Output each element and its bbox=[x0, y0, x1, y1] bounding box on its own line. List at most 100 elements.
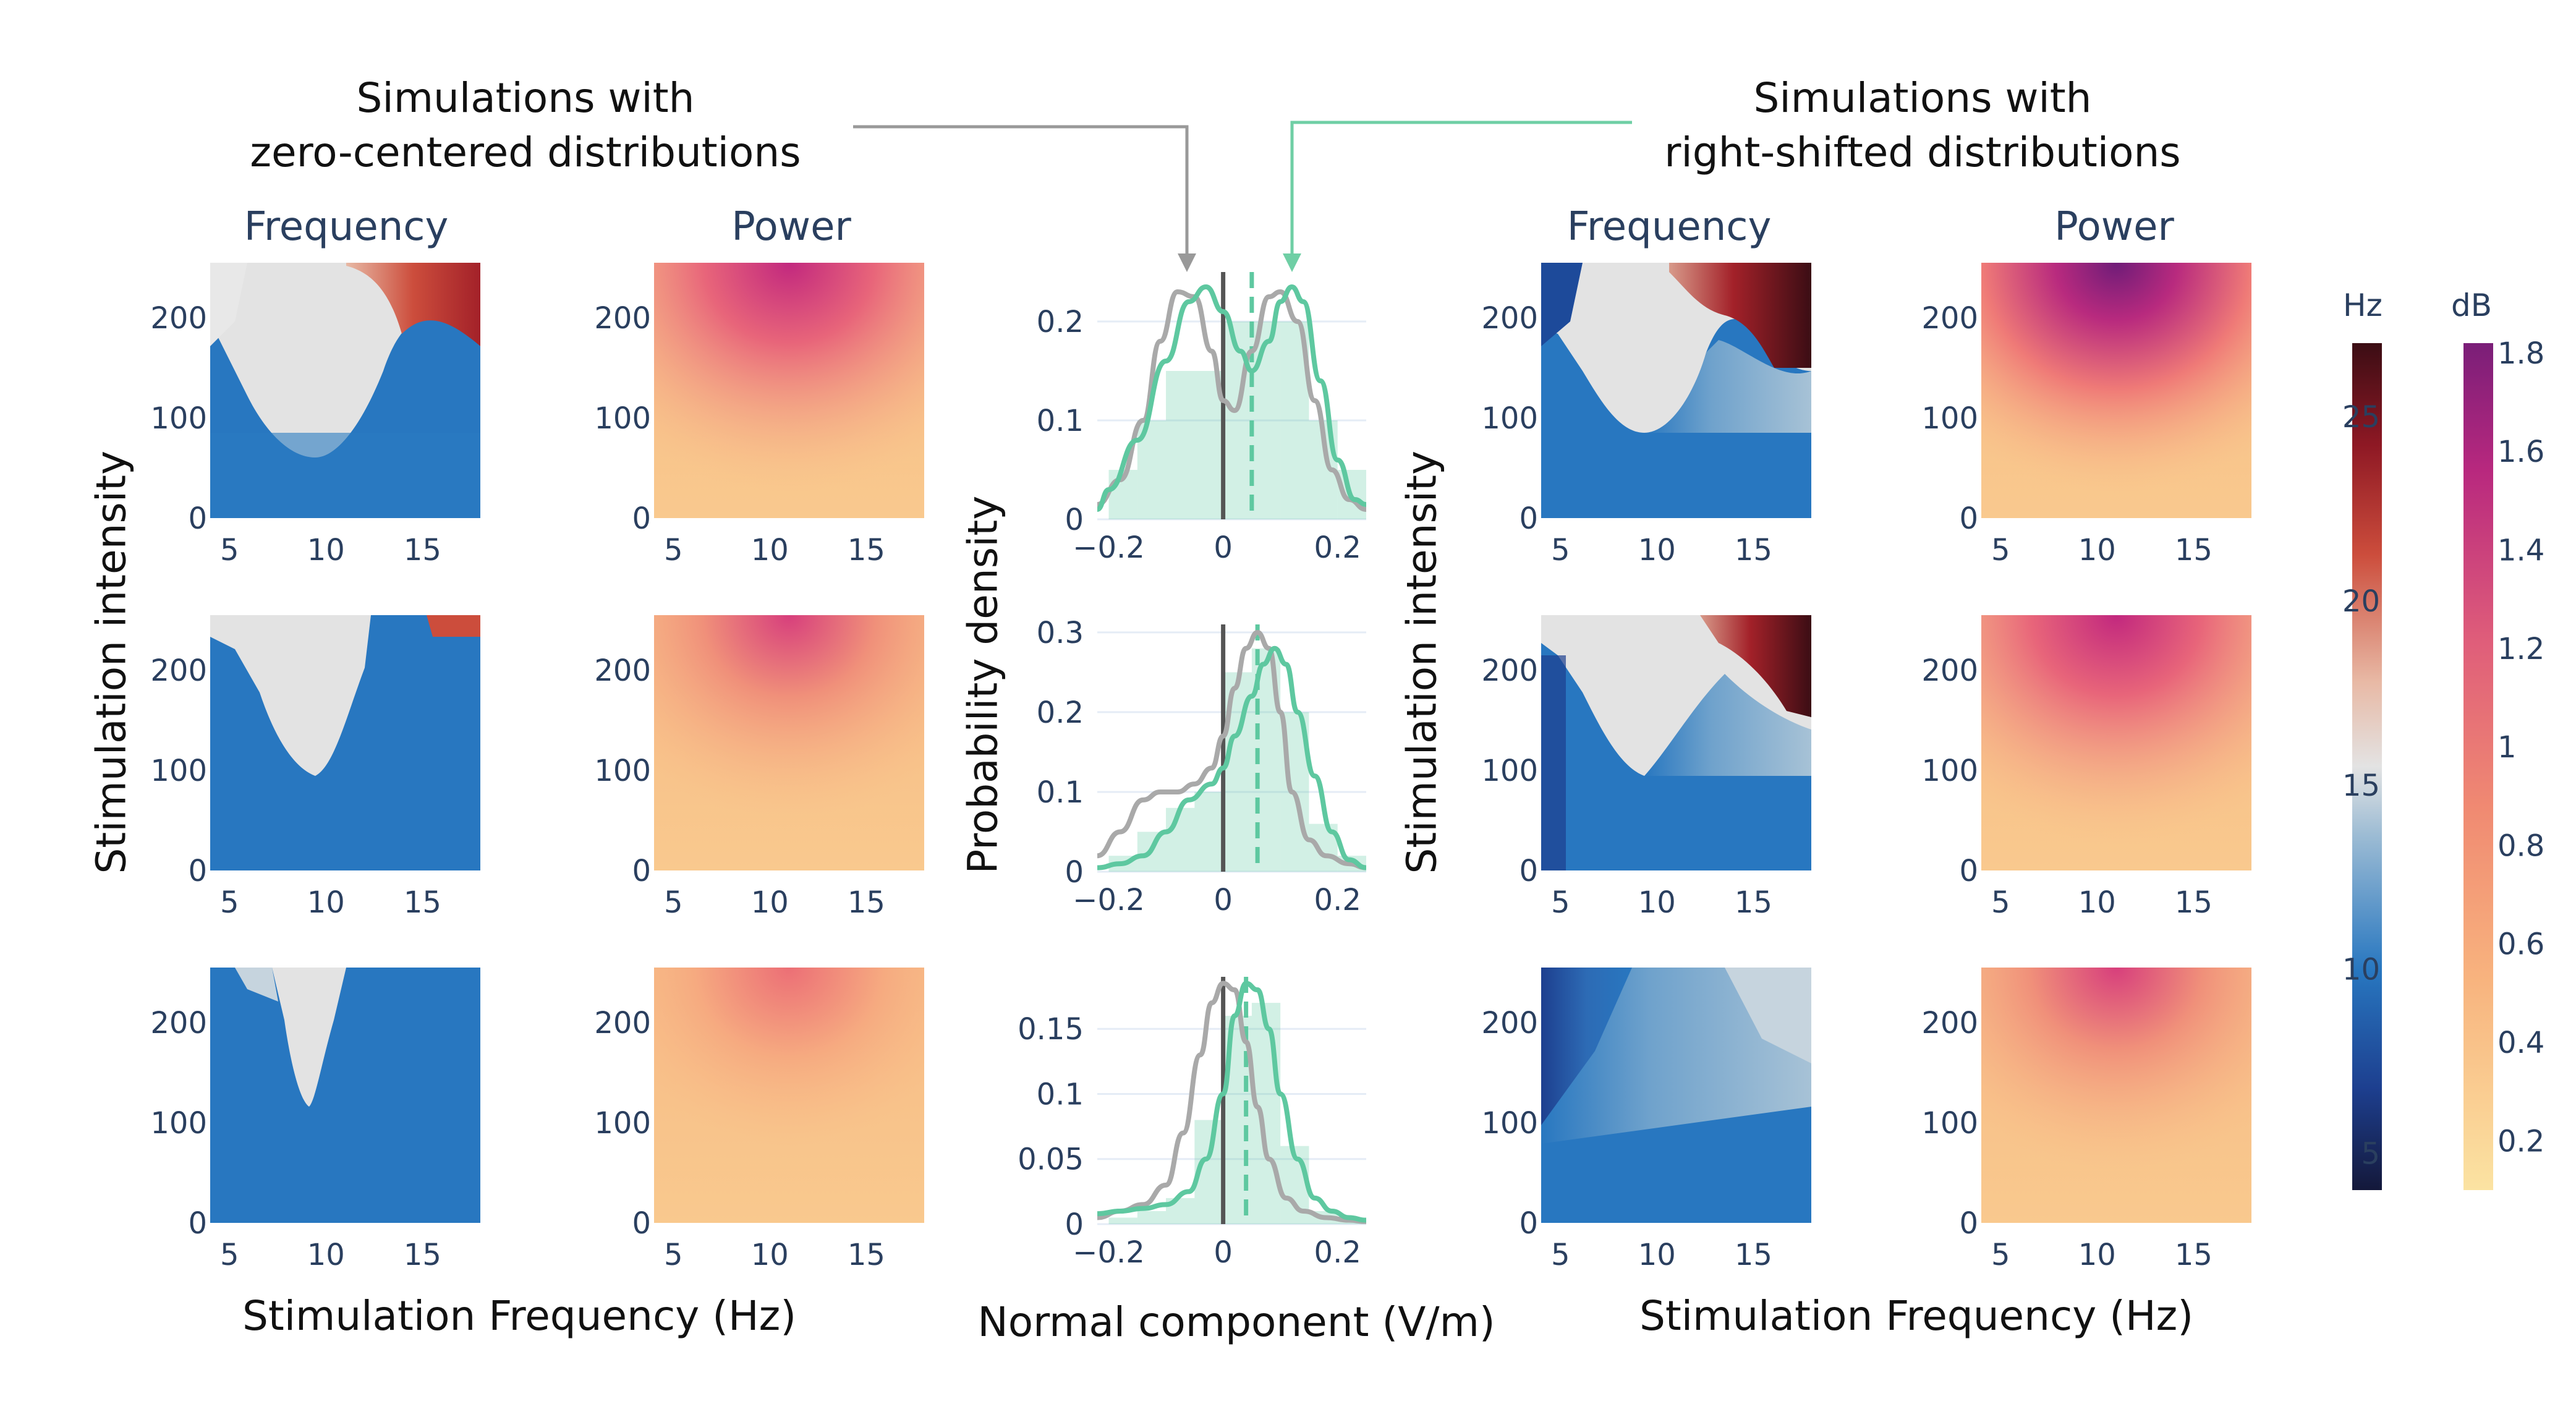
heatmap-x-tick-label: 10 bbox=[1638, 533, 1676, 568]
heatmap-y-tick-label: 0 bbox=[1519, 854, 1538, 888]
density-histogram-bar bbox=[1251, 1003, 1281, 1224]
heatmap-x-tick-label: 10 bbox=[307, 533, 345, 568]
colorbar-hz-tick-label: 15 bbox=[2342, 768, 2380, 803]
density-curve bbox=[1097, 981, 1367, 1223]
heatmap-y-tick-label: 100 bbox=[594, 1106, 651, 1141]
heatmap-x-tick-label: 10 bbox=[1638, 885, 1676, 920]
title-right-frequency: Frequency bbox=[1566, 204, 1772, 250]
heatmap-y-tick-label: 0 bbox=[632, 854, 651, 888]
density-y-tick-label: 0.1 bbox=[1037, 1077, 1084, 1112]
density-x-tick-label: 0 bbox=[1214, 883, 1233, 917]
heatmap-y-tick-label: 100 bbox=[150, 1106, 207, 1141]
heatmap-y-tick-label: 100 bbox=[1481, 401, 1538, 436]
heatmap-x-tick-label: 15 bbox=[1735, 533, 1772, 568]
density-plots: 00.10.2−0.2 0 0.200.10.20.3−0.2 0 0.200.050.… bbox=[1018, 272, 1367, 1270]
heatmap-x-tick-label: 10 bbox=[2078, 885, 2116, 920]
heatmap-y-tick-label: 0 bbox=[1959, 854, 1978, 888]
left-annotation-line2: zero-centered distributions bbox=[250, 129, 801, 176]
heatmap-y-tick-label: 200 bbox=[1481, 301, 1538, 336]
annotation-arrow-gray bbox=[853, 125, 1196, 272]
heatmap-y-tick-label: 200 bbox=[150, 653, 207, 688]
heatmap-y-tick-label: 100 bbox=[1921, 401, 1978, 436]
heatmap-x-tick-label: 5 bbox=[1991, 1238, 2010, 1272]
heatmap-x-tick-label: 10 bbox=[1638, 1238, 1676, 1272]
density-x-tick-label: −0.2 bbox=[1073, 530, 1145, 565]
density-curve bbox=[1096, 284, 1367, 512]
heatmap-x-tick-label: 10 bbox=[751, 1238, 789, 1272]
heatmap-y-tick-label: 200 bbox=[150, 301, 207, 336]
colorbar-hz-tick-label: 25 bbox=[2342, 400, 2380, 435]
heatmap-y-tick-label: 200 bbox=[1921, 653, 1978, 688]
colorbar-db-tick-label: 1.6 bbox=[2497, 435, 2544, 469]
heatmap-y-tick-label: 0 bbox=[1519, 501, 1538, 536]
x-label-left: Stimulation Frequency (Hz) bbox=[242, 1292, 797, 1340]
heatmap-y-tick-label: 0 bbox=[1959, 1206, 1978, 1241]
title-right-power: Power bbox=[2054, 204, 2174, 250]
colorbar-hz-tick-label: 10 bbox=[2342, 953, 2380, 987]
heatmap-left-frequency-row2 bbox=[210, 615, 480, 870]
heatmap-y-tick-label: 200 bbox=[1481, 1006, 1538, 1040]
density-x-tick-label: 0 bbox=[1214, 530, 1233, 565]
density-curve bbox=[1097, 981, 1367, 1224]
density-curve bbox=[1097, 289, 1367, 512]
heatmap-x-tick-label: 15 bbox=[404, 885, 441, 920]
colorbar-db-tick-label: 0.6 bbox=[2497, 927, 2544, 962]
heatmap-y-tick-label: 0 bbox=[1959, 501, 1978, 536]
heatmap-x-tick-label: 15 bbox=[2175, 533, 2213, 568]
heatmap-y-tick-label: 200 bbox=[594, 653, 651, 688]
heatmap-x-tick-label: 10 bbox=[751, 885, 789, 920]
heatmap-x-tick-label: 10 bbox=[307, 885, 345, 920]
density-curve bbox=[1097, 629, 1367, 870]
annotation-arrow-green bbox=[1283, 121, 1632, 272]
heatmap-x-tick-label: 15 bbox=[2175, 885, 2213, 920]
heatmap-x-tick-label: 10 bbox=[307, 1238, 345, 1272]
heatmap-x-tick-label: 15 bbox=[404, 533, 441, 568]
heatmap-y-tick-label: 200 bbox=[594, 301, 651, 336]
heatmap-right-power-row1 bbox=[1981, 263, 2251, 518]
colorbar-db-tick-label: 1.8 bbox=[2497, 336, 2544, 371]
colorbar-hz bbox=[2352, 343, 2382, 1190]
heatmap-y-tick-label: 200 bbox=[1921, 301, 1978, 336]
density-histogram-bar bbox=[1137, 1211, 1167, 1224]
heatmap-y-tick-label: 100 bbox=[1921, 1106, 1978, 1141]
heatmap-right-frequency-row2 bbox=[1541, 615, 1811, 870]
heatmap-y-tick-label: 100 bbox=[1481, 1106, 1538, 1141]
heatmap-y-tick-label: 100 bbox=[150, 754, 207, 788]
heatmap-y-tick-label: 200 bbox=[1481, 653, 1538, 688]
density-x-tick-label: 0.2 bbox=[1314, 530, 1361, 565]
colorbar-db-tick-label: 0.8 bbox=[2497, 828, 2544, 863]
heatmap-x-tick-label: 15 bbox=[848, 1238, 885, 1272]
colorbar-hz-tick-label: 5 bbox=[2361, 1136, 2380, 1171]
heatmap-y-tick-label: 0 bbox=[188, 854, 207, 888]
heatmap-x-tick-label: 5 bbox=[220, 533, 239, 568]
density-y-tick-label: 0.1 bbox=[1037, 404, 1084, 438]
heatmap-y-tick-label: 100 bbox=[594, 401, 651, 436]
heatmap-right-frequency-row1 bbox=[1541, 263, 1811, 518]
title-left-power: Power bbox=[731, 204, 851, 250]
density-y-tick-label: 0.05 bbox=[1018, 1143, 1084, 1177]
heatmap-left-power-row2 bbox=[654, 615, 924, 870]
right-annotation-line2: right-shifted distributions bbox=[1664, 129, 2181, 176]
heatmap-y-tick-label: 100 bbox=[1481, 754, 1538, 788]
colorbar-db-tick-label: 0.4 bbox=[2497, 1026, 2544, 1060]
heatmap-right-frequency-row3 bbox=[1541, 968, 1811, 1223]
x-label-middle: Normal component (V/m) bbox=[977, 1298, 1495, 1346]
density-y-tick-label: 0.3 bbox=[1037, 616, 1084, 650]
density-y-tick-label: 0 bbox=[1065, 503, 1084, 537]
heatmap-x-tick-label: 5 bbox=[664, 885, 683, 920]
heatmap-x-tick-label: 5 bbox=[664, 1238, 683, 1272]
heatmap-left-power-row3 bbox=[654, 968, 924, 1223]
heatmap-x-tick-label: 5 bbox=[664, 533, 683, 568]
heatmap-x-tick-label: 5 bbox=[220, 885, 239, 920]
colorbar-db-tick-label: 1 bbox=[2497, 730, 2517, 765]
heatmap-y-tick-label: 100 bbox=[594, 754, 651, 788]
heatmap-x-tick-label: 10 bbox=[2078, 533, 2116, 568]
colorbar-hz-tick-label: 20 bbox=[2342, 584, 2380, 619]
density-y-tick-label: 0 bbox=[1065, 855, 1084, 890]
density-x-tick-label: 0.2 bbox=[1314, 883, 1361, 917]
colorbar-db-tick-label: 0.2 bbox=[2497, 1124, 2544, 1159]
density-x-tick-label: 0.2 bbox=[1314, 1235, 1361, 1270]
heatmap-x-tick-label: 5 bbox=[220, 1238, 239, 1272]
